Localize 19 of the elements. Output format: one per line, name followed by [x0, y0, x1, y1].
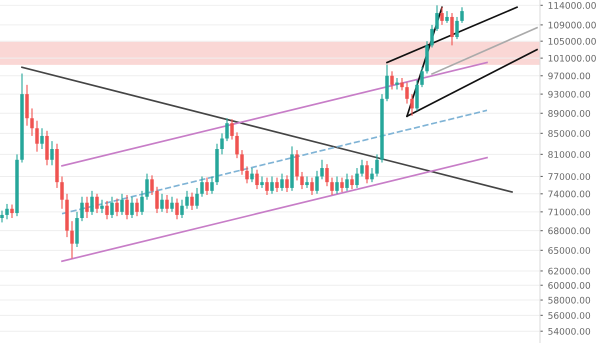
y-tick-label: 105000.00: [548, 38, 596, 45]
y-tick-label: 97000.00: [548, 72, 590, 80]
y-tick-label: 93000.00: [548, 90, 590, 98]
y-tick-label: 101000.00: [548, 54, 596, 62]
y-tick-label: 74000.00: [548, 190, 590, 198]
y-tick-label: 89000.00: [548, 110, 590, 117]
y-tick-label: 58000.00: [548, 296, 590, 304]
y-tick-label: 81000.00: [548, 151, 590, 158]
y-tick-label: 60000.00: [548, 282, 590, 289]
y-tick-label: 56000.00: [548, 312, 590, 319]
y-tick-label: 109000.00: [548, 22, 596, 28]
y-tick-label: 65000.00: [548, 247, 590, 254]
y-tick-label: 114000.00: [548, 2, 596, 9]
y-tick-label: 85000.00: [548, 130, 590, 137]
y-tick-label: 62000.00: [548, 268, 590, 275]
y-tick-label: 68000.00: [548, 227, 590, 234]
y-tick-label: 77000.00: [548, 173, 590, 180]
y-tick-label: 71000.00: [548, 208, 590, 216]
y-tick-label: 54000.00: [548, 328, 590, 335]
